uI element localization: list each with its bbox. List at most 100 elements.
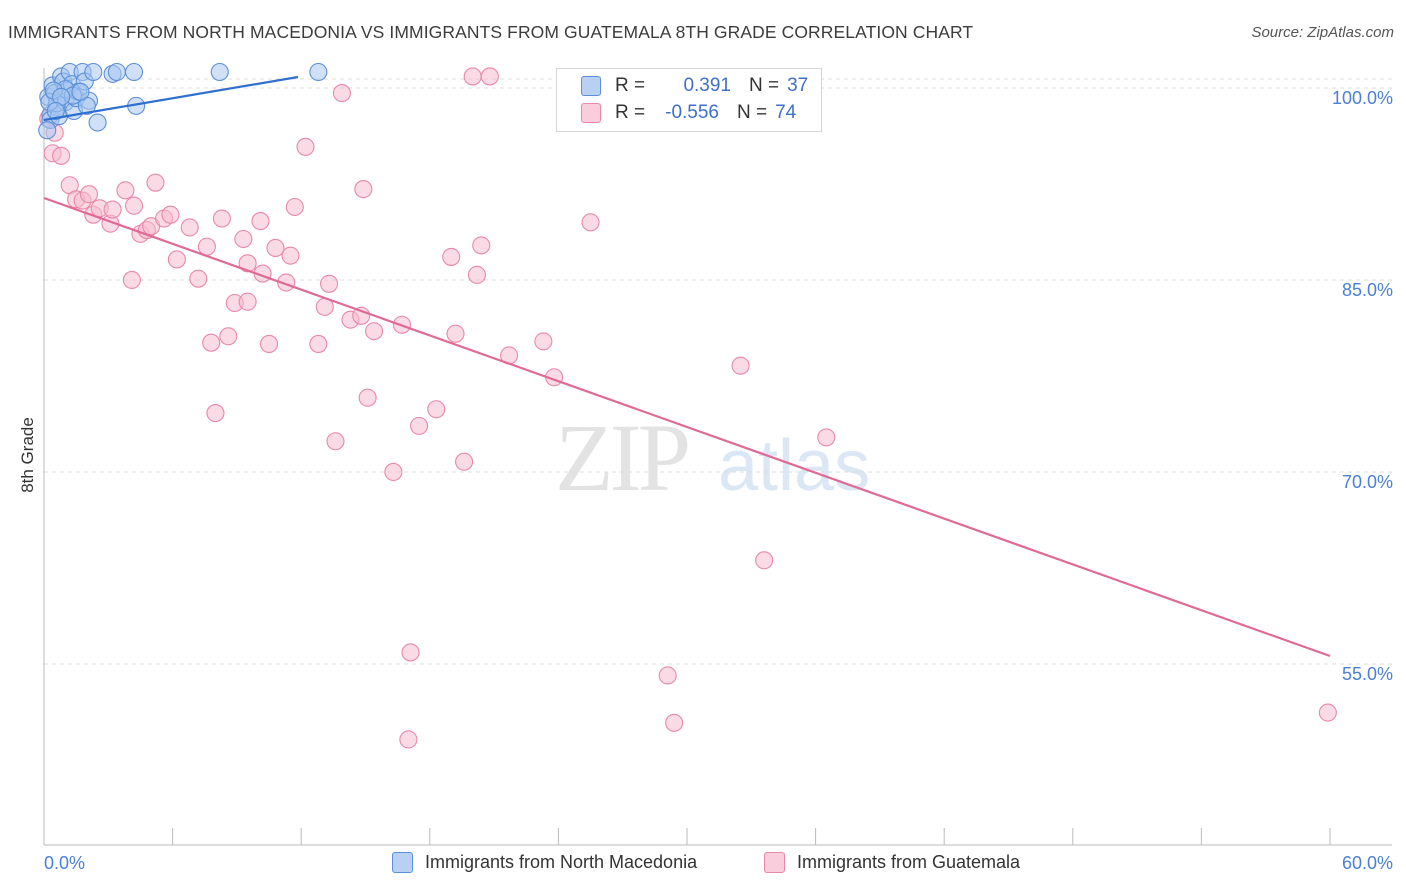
guatemala-point	[365, 322, 384, 341]
legend-r-value: -0.556	[665, 102, 719, 123]
guatemala-point	[427, 400, 446, 419]
guatemala-point	[146, 173, 165, 192]
guatemala-point	[731, 356, 750, 375]
legend-r-label: R =	[615, 102, 646, 123]
guatemala-point	[463, 67, 482, 86]
guatemala-point	[116, 181, 135, 200]
y-tick-label: 85.0%	[1342, 280, 1393, 300]
north-macedonia-point	[46, 101, 65, 121]
legend-n-value: 74	[775, 102, 797, 123]
guatemala-point	[581, 213, 600, 232]
guatemala-point	[1318, 703, 1337, 722]
legend-r-label: R =	[615, 75, 646, 96]
guatemala-point	[103, 200, 122, 219]
guatemala-point	[401, 643, 420, 662]
bottom-legend-label: Immigrants from North Macedonia	[425, 852, 698, 872]
guatemala-point	[320, 274, 339, 293]
grid-lines	[44, 78, 1392, 665]
guatemala-point	[180, 218, 199, 237]
north-macedonia-point	[124, 62, 144, 82]
legend-row-guatemala: R = -0.556 N = 74	[581, 101, 796, 125]
y-tick-label: 100.0%	[1332, 88, 1393, 108]
guatemala-point	[358, 388, 377, 407]
legend-r-value: 0.391	[683, 75, 731, 96]
guatemala-point	[326, 432, 345, 451]
trend-lines	[43, 75, 1331, 658]
source-label: Source: ZipAtlas.com	[1251, 24, 1394, 41]
x-tick-label: 0.0%	[44, 853, 85, 873]
axes	[43, 68, 1392, 846]
watermark-zip: ZIP	[555, 404, 688, 511]
north-macedonia-point	[309, 62, 328, 82]
bottom-legend-guatemala: Immigrants from Guatemala	[764, 852, 1020, 873]
chart-title: IMMIGRANTS FROM NORTH MACEDONIA VS IMMIG…	[8, 22, 974, 42]
guatemala-point	[296, 137, 315, 156]
bottom-legend-swatch-blue	[392, 852, 413, 873]
north-macedonia-point	[210, 62, 229, 82]
guatemala-point	[281, 246, 300, 265]
guatemala-point	[817, 428, 836, 447]
guatemala-point	[446, 324, 465, 343]
north-macedonia-point	[84, 62, 103, 82]
guatemala-point	[285, 197, 304, 217]
guatemala-point	[238, 292, 257, 311]
guatemala-point	[219, 327, 238, 346]
x-tick-label: 60.0%	[1342, 853, 1393, 873]
guatemala-point	[202, 333, 221, 352]
trend-guatemala	[43, 196, 1331, 658]
guatemala-point	[658, 666, 677, 685]
guatemala-point	[251, 212, 270, 231]
guatemala-point	[384, 462, 403, 482]
trend-north-macedonia	[43, 75, 299, 122]
guatemala-point	[442, 247, 461, 266]
north-macedonia-point	[71, 82, 90, 101]
guatemala-point	[332, 84, 351, 103]
legend-n-label: N =	[749, 75, 780, 96]
guatemala-point	[167, 250, 186, 269]
north-macedonia-point	[88, 113, 107, 132]
guatemala-point	[234, 229, 253, 249]
bottom-legend-swatch-pink	[764, 852, 785, 873]
legend-swatch-pink	[581, 103, 601, 123]
y-axis-label: 8th Grade	[18, 417, 37, 493]
correlation-legend: R = 0.391 N = 37 R = -0.556 N = 74	[556, 68, 822, 132]
guatemala-point	[238, 254, 257, 273]
guatemala-point	[212, 209, 231, 228]
legend-swatch-blue	[581, 76, 601, 96]
guatemala-point	[467, 265, 487, 284]
north-macedonia-point	[38, 121, 57, 140]
legend-row-north-macedonia: R = 0.391 N = 37	[581, 74, 808, 98]
guatemala-point	[755, 551, 774, 570]
guatemala-point	[266, 238, 285, 258]
guatemala-point	[309, 334, 328, 354]
guatemala-point	[206, 404, 225, 423]
guatemala-point	[122, 270, 141, 290]
guatemala-point	[197, 237, 216, 256]
guatemala-point	[399, 730, 418, 749]
y-tick-labels: 55.0% 70.0% 85.0% 100.0%	[1332, 88, 1393, 684]
y-tick-label: 55.0%	[1342, 664, 1393, 684]
legend-n-value: 37	[787, 75, 809, 96]
guatemala-point	[534, 332, 553, 351]
guatemala-point	[455, 452, 474, 471]
series-north-macedonia	[38, 62, 328, 140]
guatemala-point	[189, 269, 208, 288]
guatemala-point	[161, 205, 180, 224]
y-tick-label: 70.0%	[1342, 472, 1393, 492]
bottom-legend-label: Immigrants from Guatemala	[797, 852, 1021, 872]
legend-n-label: N =	[737, 102, 768, 123]
north-macedonia-point	[107, 62, 126, 82]
bottom-legend-north-macedonia: Immigrants from North Macedonia	[392, 852, 697, 873]
guatemala-point	[124, 196, 144, 215]
x-tick-labels: 0.0% 60.0%	[44, 853, 1393, 873]
guatemala-point	[472, 236, 491, 255]
guatemala-point	[79, 185, 99, 204]
guatemala-point	[665, 713, 684, 732]
guatemala-point	[259, 334, 279, 354]
series-guatemala	[39, 67, 1337, 749]
guatemala-point	[354, 180, 373, 199]
guatemala-point	[480, 67, 499, 86]
guatemala-point	[410, 416, 429, 435]
guatemala-point	[52, 146, 71, 165]
